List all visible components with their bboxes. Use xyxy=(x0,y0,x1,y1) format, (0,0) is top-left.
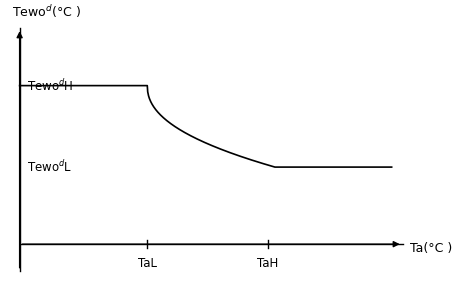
Text: Tewo$^d$(°C ): Tewo$^d$(°C ) xyxy=(12,3,81,19)
Text: TaL: TaL xyxy=(138,257,157,270)
Text: Ta(°C ): Ta(°C ) xyxy=(410,242,452,255)
Text: TaH: TaH xyxy=(257,257,278,270)
Text: Tewo$^d$H: Tewo$^d$H xyxy=(27,78,73,93)
Text: Tewo$^d$L: Tewo$^d$L xyxy=(27,159,72,175)
